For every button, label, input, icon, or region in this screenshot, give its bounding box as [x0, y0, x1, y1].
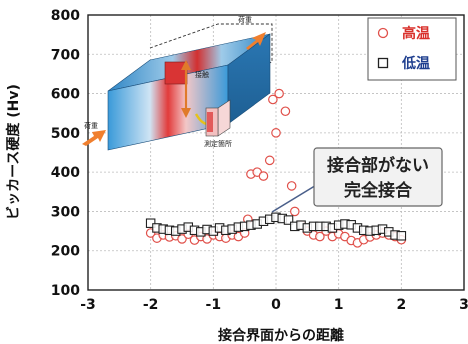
- schematic-dashed-frame: [149, 23, 273, 87]
- load-label-top: 荷重: [238, 15, 252, 24]
- y-tick-labels: 100 200 300 400 500 600 700 800: [51, 8, 80, 299]
- load-arrow-top-icon: [246, 32, 266, 50]
- x-tick-label: 2: [396, 297, 406, 313]
- measure-label: 測定箇所: [204, 139, 232, 148]
- legend-high-marker: [377, 27, 389, 39]
- x-axis-title: 接合界面からの距離: [218, 327, 344, 344]
- data-point-high: [280, 106, 291, 117]
- y-tick-label: 300: [51, 204, 80, 220]
- data-point-high: [264, 155, 275, 166]
- y-axis-title: ビッカース硬度 (Hv): [5, 84, 22, 220]
- y-tick-label: 800: [51, 8, 80, 24]
- data-point-high: [315, 231, 325, 242]
- specimen-piece-hot: [207, 112, 213, 132]
- data-point-high: [289, 206, 300, 217]
- x-tick-labels: -3 -2 -1 0 1 2 3: [80, 297, 468, 313]
- callout-box: [313, 147, 443, 207]
- callout-line-1: 接合部がない: [327, 155, 429, 176]
- legend-low-marker: [377, 57, 389, 69]
- data-point-low: [283, 215, 294, 225]
- data-point-high: [271, 128, 281, 138]
- load-arrow-left-icon: [82, 130, 106, 146]
- legend-low-label: 低温: [401, 55, 430, 72]
- data-point-low: [396, 231, 407, 241]
- joint-label: 接触: [195, 70, 209, 79]
- y-tick-label: 400: [51, 165, 80, 181]
- y-tick-label: 500: [51, 126, 80, 142]
- data-point-high: [286, 181, 297, 191]
- callout-annotation: 接合部がない 完全接合: [271, 147, 443, 213]
- plot-frame: [87, 14, 465, 291]
- x-tick-label: 1: [334, 297, 344, 313]
- load-label-left: 荷重: [84, 121, 98, 130]
- joint-arrow-down: [181, 108, 191, 118]
- y-tick-label: 100: [51, 283, 80, 299]
- x-tick-label: 0: [271, 297, 281, 313]
- x-tick-label: -1: [206, 297, 222, 313]
- specimen-schematic: 接触 荷重 荷重 測定箇所: [82, 15, 273, 151]
- x-tick-label: -3: [80, 297, 96, 313]
- legend: 高温 低温: [367, 17, 457, 81]
- y-tick-label: 700: [51, 47, 80, 63]
- x-tick-label: 3: [459, 297, 468, 313]
- y-tick-label: 200: [51, 244, 80, 260]
- data-point-high: [258, 171, 269, 181]
- callout-line-2: 完全接合: [344, 180, 413, 201]
- data-point-high: [274, 88, 284, 99]
- callout-pointer-line: [271, 183, 319, 213]
- x-tick-label: -2: [143, 297, 159, 313]
- data-point-high: [177, 234, 187, 244]
- y-tick-label: 600: [51, 87, 80, 103]
- legend-high-label: 高温: [402, 25, 430, 42]
- joint-arrow-up: [181, 60, 191, 70]
- series-low-temp: [145, 212, 407, 241]
- data-point-high: [268, 94, 278, 105]
